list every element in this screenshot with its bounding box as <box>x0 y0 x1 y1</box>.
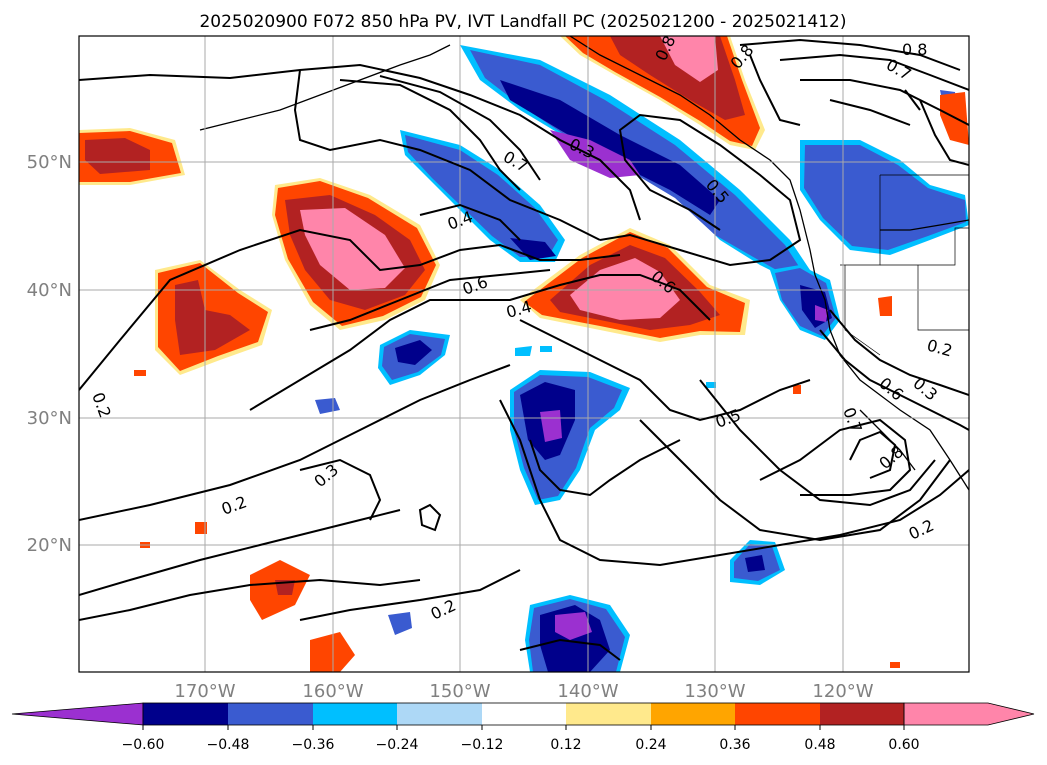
map-frame <box>78 35 970 673</box>
ivt-contours <box>79 38 969 661</box>
gridlines <box>79 36 969 672</box>
lon-label: 120°W <box>812 681 873 702</box>
lon-label: 140°W <box>557 681 618 702</box>
colorbar-segment <box>651 703 735 725</box>
map-content: 0.8 0.7 0.8 0.8 0.5 0.7 0.4 0.6 0.4 0.6 … <box>79 36 969 672</box>
colorbar-segment <box>482 703 566 725</box>
colorbar-segment <box>228 703 313 725</box>
colorbar-tick-label: −0.48 <box>207 737 250 753</box>
colorbar-left-extension <box>11 702 144 726</box>
colorbar-tick-label: 0.60 <box>888 737 919 753</box>
colorbar-tick-label: 0.48 <box>804 737 835 753</box>
colorbar-tick-label: −0.24 <box>376 737 419 753</box>
colorbar-tick-label: 0.36 <box>719 737 750 753</box>
colorbar-tick-label: 0.24 <box>635 737 666 753</box>
lon-label: 170°W <box>174 681 235 702</box>
lat-labels: 50°N 40°N 30°N 20°N <box>27 152 72 556</box>
colorbar-segment <box>143 703 228 725</box>
colorbar-outline <box>142 702 905 726</box>
colorbar-segment <box>566 703 651 725</box>
colorbar-tick-labels: −0.60 −0.48 −0.36 −0.24 −0.12 0.12 0.24 … <box>122 737 920 753</box>
colorbar-tick-label: −0.60 <box>122 737 165 753</box>
colorbar-tick-label: −0.36 <box>292 737 335 753</box>
lat-label: 50°N <box>27 152 72 173</box>
contour-label: 0.8 <box>902 40 927 59</box>
colorbar: −0.60 −0.48 −0.36 −0.24 −0.12 0.12 0.24 … <box>11 702 1035 753</box>
colorbar-tick-label: −0.12 <box>461 737 504 753</box>
lon-label: 150°W <box>429 681 490 702</box>
lon-label: 130°W <box>684 681 745 702</box>
lon-labels: 170°W 160°W 150°W 140°W 130°W 120°W <box>174 681 873 702</box>
colorbar-ticks <box>142 725 905 730</box>
map-title: 2025020900 F072 850 hPa PV, IVT Landfall… <box>199 12 846 32</box>
colorbar-segment <box>397 703 482 725</box>
colorbar-right-extension <box>903 702 1035 726</box>
lat-label: 20°N <box>27 535 72 556</box>
colorbar-segment <box>735 703 820 725</box>
lat-label: 30°N <box>27 408 72 429</box>
borders <box>840 174 969 356</box>
colorbar-segment <box>313 703 397 725</box>
lon-label: 160°W <box>302 681 363 702</box>
lat-label: 40°N <box>27 280 72 301</box>
colorbar-tick-label: 0.12 <box>550 737 581 753</box>
colorbar-segment <box>820 703 904 725</box>
